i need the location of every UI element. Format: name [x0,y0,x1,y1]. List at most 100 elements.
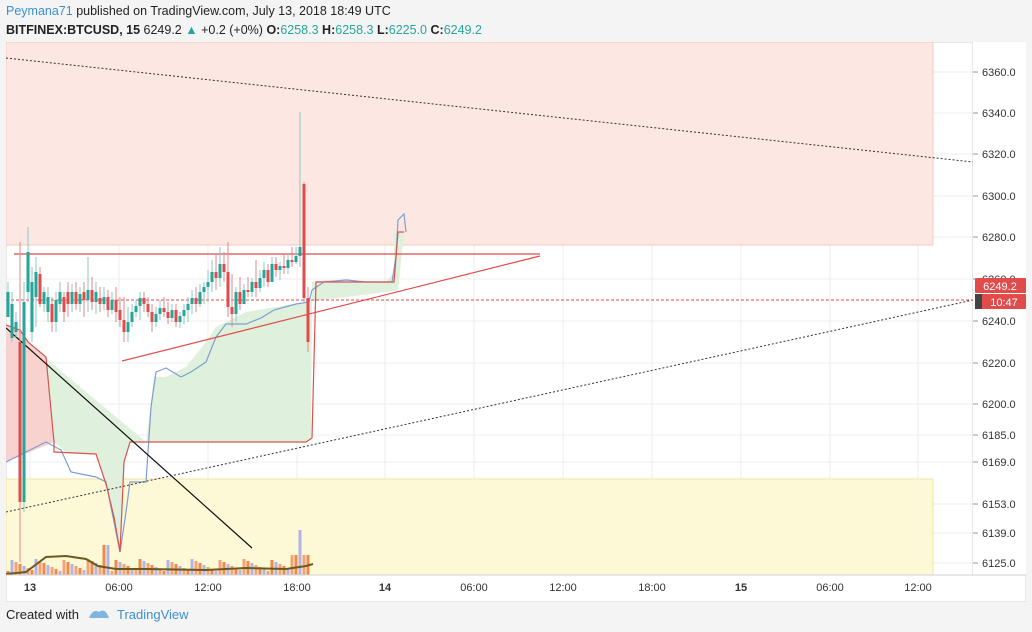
candle [182,310,186,316]
time-tick-label: 13 [24,582,36,594]
candle [186,304,190,310]
volume-bar [38,561,42,575]
candle [138,298,142,306]
volume-moving-average [6,554,314,575]
candle [274,264,278,270]
resistance-zone[interactable] [6,42,934,246]
volume-bar [186,570,190,575]
volume-bar [182,568,186,575]
candle [246,290,250,292]
candle [46,297,50,312]
high-label: H: [322,23,336,37]
volume-bar [30,570,34,575]
descending-trendline[interactable] [6,327,253,549]
time-tick-label: 06:00 [460,582,488,594]
volume-bar [254,565,258,575]
open-value: 6258.3 [280,23,319,37]
price-tick-label: 6220.0 [982,358,1016,370]
candle [250,282,254,292]
candle [234,292,238,314]
price-chart[interactable]: 6360.06340.06320.06300.06280.06260.06240… [6,42,1026,602]
candle [214,272,218,278]
candle [94,292,98,302]
candle [174,310,178,322]
candle [38,274,42,304]
candle [170,310,174,318]
volume-bar [154,567,158,575]
close-value: 6249.2 [443,23,482,37]
price-tick-label: 6153.0 [982,499,1016,511]
candle [226,272,230,307]
volume-bar [242,559,246,575]
published-text: published on TradingView.com, July 13, 2… [72,4,391,18]
price-tick-label: 6240.0 [982,316,1016,328]
candle [266,270,270,282]
volume-bar [86,559,90,575]
volume-bar [286,568,290,575]
candle [162,308,166,312]
candle [150,312,154,322]
candle [58,292,62,304]
candle [190,298,194,304]
candle [70,292,74,304]
countdown-label: 10:47 [990,297,1018,309]
candle [26,252,30,292]
candle [86,290,90,300]
volume-bar [10,560,14,575]
candle [230,307,234,314]
volume-bar [206,567,210,575]
candle [278,266,282,270]
candlestick-series[interactable] [6,112,310,562]
volume-bar [22,566,26,575]
time-axis-ticks: 13 06:00 12:00 18:00 14 06:00 12:00 18:00 15 06:0… [24,582,932,594]
price-axis-ticks: 6360.06340.06320.06300.06280.06260.06240… [973,67,1016,570]
rising-support-line[interactable] [121,255,541,362]
candle [262,270,266,278]
last-price: 6249.2 [143,23,182,37]
candle [102,297,106,304]
volume-bar [90,561,94,575]
volume-bar [210,569,214,575]
candle [146,304,150,312]
time-tick-label: 14 [379,582,392,594]
volume-bar [130,568,134,575]
author-link[interactable]: Peymana71 [6,4,73,18]
candle [282,266,286,268]
candle [130,312,134,322]
candle [74,292,78,304]
tradingview-logo-icon[interactable] [87,606,111,623]
close-label: C: [430,23,444,37]
volume-bar [190,559,194,575]
candle [254,282,258,288]
candle [198,292,202,304]
created-with-text: Created with [6,607,79,622]
price-tick-label: 6169.0 [982,457,1016,469]
candle [34,272,38,297]
volume-bar [162,571,166,575]
volume-bar [138,559,142,575]
low-label: L: [376,23,389,37]
candle [206,282,210,287]
last-price-label: 6249.2 [983,281,1017,293]
candle [270,264,274,282]
price-tick-label: 6300.0 [982,191,1016,203]
price-tick-label: 6340.0 [982,108,1016,120]
candle [42,292,46,304]
leading-span-b [6,231,404,553]
volume-bar [294,555,298,575]
symbol-label[interactable]: BITFINEX:BTCUSD, 15 [6,23,141,37]
price-tick-label: 6200.0 [982,399,1016,411]
lower-dotted-trendline[interactable] [6,299,974,513]
candle [22,302,26,502]
volume-bar [238,570,242,575]
support-zone[interactable] [6,478,934,576]
time-axis[interactable] [6,574,1026,602]
candle [114,300,118,312]
candle [126,322,130,332]
candle [302,184,306,298]
candle [238,292,242,304]
candle [54,300,58,322]
tradingview-link[interactable]: TradingView [116,607,189,622]
volume-bar [58,571,62,575]
candle [66,292,70,304]
